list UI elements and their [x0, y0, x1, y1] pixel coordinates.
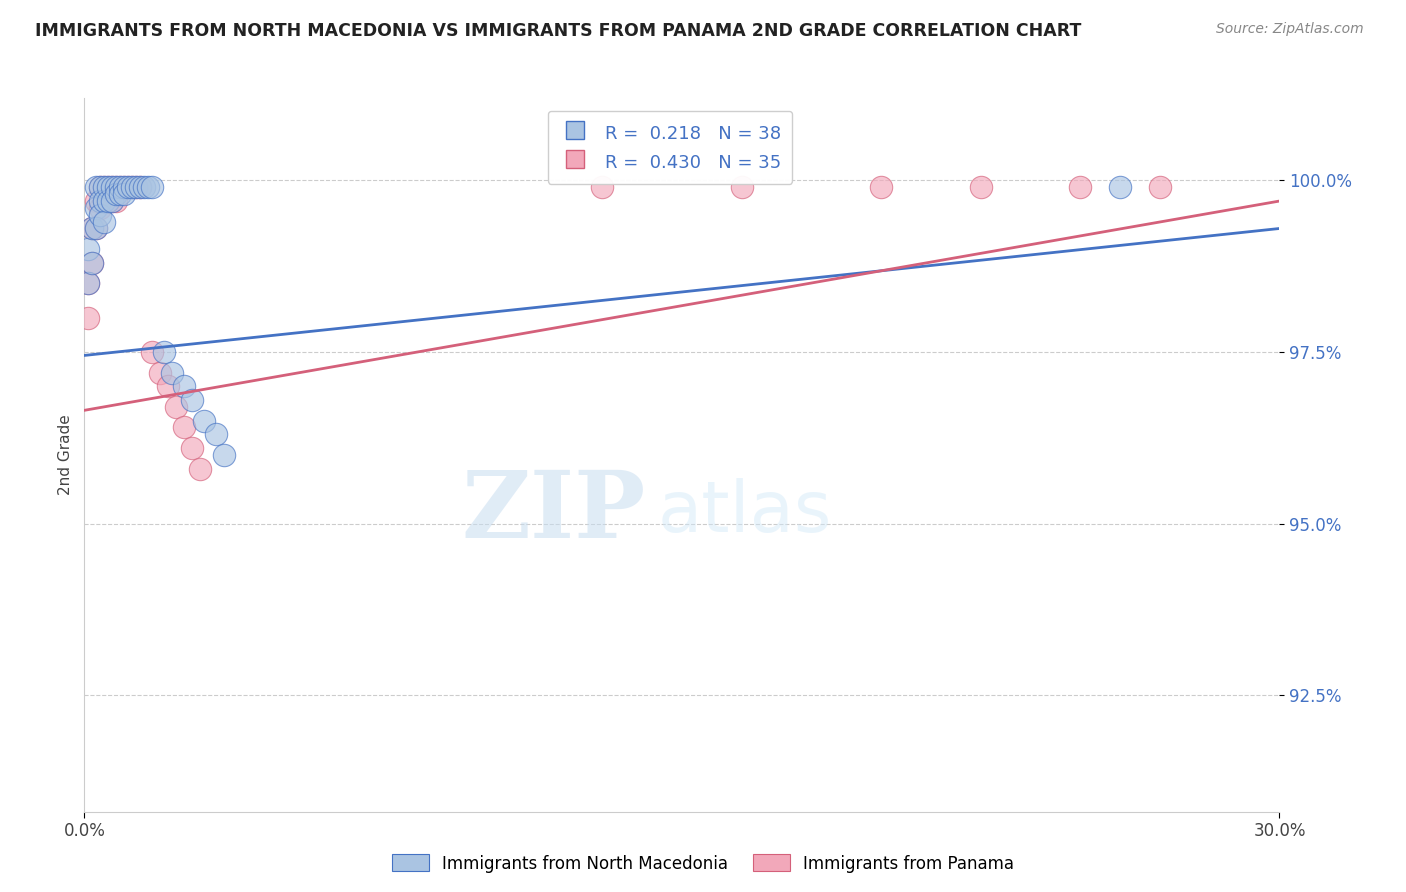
Point	[86, 201, 108, 215]
Point	[97, 194, 120, 208]
Point	[160, 366, 183, 380]
Point	[149, 366, 172, 380]
Point	[89, 194, 111, 208]
Point	[105, 187, 128, 202]
Point	[77, 310, 100, 325]
Point	[129, 180, 152, 194]
Point	[173, 420, 195, 434]
Point	[141, 180, 163, 194]
Text: IMMIGRANTS FROM NORTH MACEDONIA VS IMMIGRANTS FROM PANAMA 2ND GRADE CORRELATION : IMMIGRANTS FROM NORTH MACEDONIA VS IMMIG…	[35, 22, 1081, 40]
Point	[110, 180, 132, 194]
Point	[97, 194, 120, 208]
Point	[86, 221, 108, 235]
Point	[101, 194, 124, 208]
Point	[1069, 180, 1091, 194]
Point	[121, 180, 143, 194]
Text: ZIP: ZIP	[461, 467, 647, 557]
Point	[181, 392, 204, 407]
Point	[97, 180, 120, 194]
Point	[205, 427, 228, 442]
Point	[1149, 180, 1171, 194]
Point	[141, 345, 163, 359]
Point	[731, 180, 754, 194]
Point	[212, 448, 235, 462]
Point	[93, 214, 115, 228]
Point	[110, 180, 132, 194]
Point	[89, 208, 111, 222]
Point	[193, 414, 215, 428]
Point	[165, 400, 187, 414]
Point	[181, 441, 204, 455]
Point	[129, 180, 152, 194]
Point	[125, 180, 148, 194]
Point	[82, 256, 104, 270]
Point	[157, 379, 180, 393]
Point	[101, 194, 124, 208]
Point	[188, 461, 211, 475]
Point	[82, 256, 104, 270]
Point	[82, 221, 104, 235]
Point	[110, 187, 132, 202]
Point	[101, 180, 124, 194]
Point	[105, 180, 128, 194]
Point	[89, 180, 111, 194]
Point	[101, 180, 124, 194]
Point	[93, 194, 115, 208]
Point	[77, 277, 100, 291]
Point	[117, 180, 139, 194]
Point	[173, 379, 195, 393]
Legend: Immigrants from North Macedonia, Immigrants from Panama: Immigrants from North Macedonia, Immigra…	[385, 847, 1021, 880]
Point	[89, 180, 111, 194]
Point	[93, 180, 115, 194]
Point	[1109, 180, 1132, 194]
Point	[105, 180, 128, 194]
Point	[86, 194, 108, 208]
Point	[105, 194, 128, 208]
Point	[132, 180, 156, 194]
Point	[970, 180, 993, 194]
Point	[112, 180, 135, 194]
Point	[136, 180, 159, 194]
Point	[82, 221, 104, 235]
Point	[591, 180, 613, 194]
Point	[870, 180, 893, 194]
Point	[93, 180, 115, 194]
Point	[86, 221, 108, 235]
Point	[77, 242, 100, 256]
Point	[112, 180, 135, 194]
Text: atlas: atlas	[658, 477, 832, 547]
Point	[125, 180, 148, 194]
Legend: R =  0.218   N = 38, R =  0.430   N = 35: R = 0.218 N = 38, R = 0.430 N = 35	[547, 111, 793, 184]
Text: Source: ZipAtlas.com: Source: ZipAtlas.com	[1216, 22, 1364, 37]
Point	[77, 277, 100, 291]
Point	[112, 187, 135, 202]
Y-axis label: 2nd Grade: 2nd Grade	[58, 415, 73, 495]
Point	[117, 180, 139, 194]
Point	[121, 180, 143, 194]
Point	[93, 194, 115, 208]
Point	[86, 180, 108, 194]
Point	[97, 180, 120, 194]
Point	[153, 345, 176, 359]
Point	[89, 201, 111, 215]
